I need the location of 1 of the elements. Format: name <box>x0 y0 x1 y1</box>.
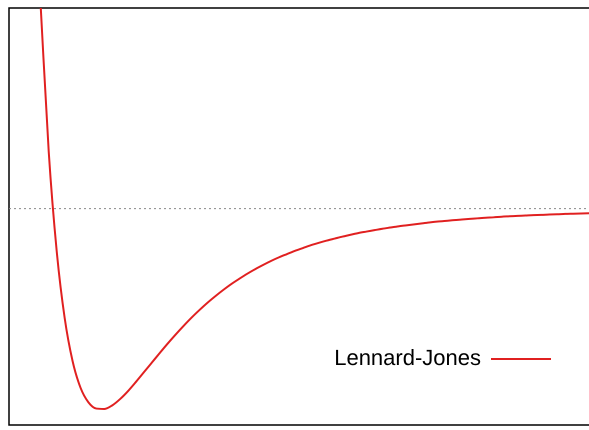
legend-label: Lennard-Jones <box>334 345 481 370</box>
